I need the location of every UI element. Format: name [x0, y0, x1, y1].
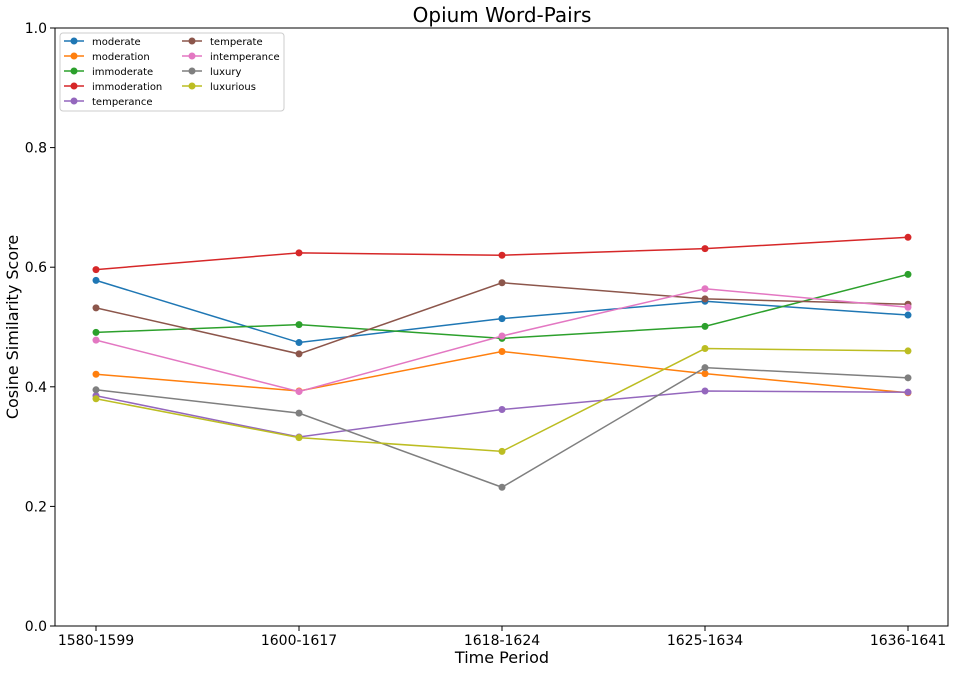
data-point — [92, 336, 100, 344]
x-axis-title: Time Period — [454, 648, 549, 667]
data-point — [498, 251, 506, 259]
data-point — [92, 304, 100, 312]
data-point — [904, 374, 912, 382]
data-point — [701, 295, 709, 303]
x-tick-label: 1636-1641 — [870, 633, 946, 649]
data-point — [904, 347, 912, 355]
legend-swatch-marker — [70, 67, 78, 75]
data-point — [295, 249, 303, 257]
data-point — [295, 339, 303, 347]
data-point — [498, 332, 506, 340]
chart-title: Opium Word-Pairs — [413, 3, 592, 27]
data-point — [295, 434, 303, 442]
legend-swatch-marker — [70, 82, 78, 90]
legend-swatch-marker — [188, 82, 196, 90]
data-point — [92, 370, 100, 378]
legend-swatch-marker — [70, 97, 78, 105]
x-tick-label: 1600-1617 — [261, 633, 337, 649]
y-tick-label: 0.0 — [25, 619, 47, 635]
data-point — [498, 348, 506, 356]
series-temperance — [92, 387, 912, 441]
data-point — [701, 322, 709, 330]
data-point — [92, 386, 100, 394]
legend-swatch-marker — [188, 52, 196, 60]
y-tick-label: 1.0 — [25, 21, 47, 37]
data-point — [295, 321, 303, 329]
data-point — [92, 395, 100, 403]
series-line — [95, 347, 909, 453]
legend-swatch-marker — [70, 52, 78, 60]
legend-label: immoderate — [92, 67, 153, 78]
data-point — [904, 233, 912, 241]
series-immoderation — [92, 233, 912, 274]
legend-label: luxury — [210, 67, 241, 78]
series-layer — [92, 233, 912, 491]
data-point — [701, 345, 709, 353]
data-point — [92, 266, 100, 274]
legend-label: intemperance — [210, 52, 280, 63]
data-point — [904, 388, 912, 396]
legend-label: luxurious — [210, 82, 256, 93]
y-tick-label: 0.8 — [25, 141, 47, 157]
x-axis: 1580-1599 1600-1617 1618-1624 1625-1634 1636… — [58, 626, 946, 649]
data-point — [295, 388, 303, 396]
data-point — [701, 364, 709, 372]
legend: moderate moderation immoderate immoderation… — [59, 32, 285, 112]
y-tick-label: 0.4 — [25, 380, 47, 396]
series-line — [95, 366, 909, 489]
legend-label: temperate — [210, 37, 263, 48]
data-point — [498, 315, 506, 323]
series-intemperance — [92, 285, 912, 396]
legend-label: immoderation — [92, 82, 162, 93]
data-point — [498, 483, 506, 491]
data-point — [701, 387, 709, 395]
series-luxurious — [92, 345, 912, 455]
legend-item: temperate — [182, 37, 263, 48]
legend-item: immoderate — [64, 67, 153, 78]
series-luxury — [92, 364, 912, 491]
data-point — [295, 409, 303, 417]
y-tick-label: 0.6 — [25, 260, 47, 276]
x-tick-label: 1580-1599 — [58, 633, 134, 649]
data-point — [904, 303, 912, 311]
x-tick-label: 1625-1634 — [667, 633, 743, 649]
y-axis-title: Cosine Similarity Score — [3, 235, 22, 419]
data-point — [295, 350, 303, 358]
legend-item: moderate — [64, 37, 141, 48]
legend-swatch-marker — [188, 37, 196, 45]
series-line — [95, 390, 909, 438]
y-tick-label: 0.2 — [25, 499, 47, 515]
legend-item: intemperance — [182, 52, 280, 63]
legend-item: immoderation — [64, 82, 162, 93]
y-axis: 0.0 0.2 0.4 0.6 0.8 1.0 — [25, 21, 55, 635]
legend-item: moderation — [64, 52, 150, 63]
legend-label: moderation — [92, 52, 150, 63]
data-point — [498, 406, 506, 414]
data-point — [498, 447, 506, 455]
data-point — [904, 270, 912, 278]
plot-area-frame — [54, 27, 949, 627]
legend-label: temperance — [92, 97, 153, 108]
data-point — [701, 370, 709, 378]
data-point — [92, 276, 100, 284]
data-point — [904, 311, 912, 319]
legend-swatch-marker — [70, 37, 78, 45]
legend-item: temperance — [64, 97, 153, 108]
x-tick-label: 1618-1624 — [464, 633, 540, 649]
legend-item: luxurious — [182, 82, 256, 93]
legend-box — [59, 32, 285, 112]
data-point — [701, 245, 709, 253]
series-temperate — [92, 279, 912, 358]
data-point — [92, 328, 100, 336]
data-point — [701, 285, 709, 293]
data-point — [498, 279, 506, 287]
legend-label: moderate — [92, 37, 141, 48]
legend-item: luxury — [182, 67, 241, 78]
legend-swatch-marker — [188, 67, 196, 75]
